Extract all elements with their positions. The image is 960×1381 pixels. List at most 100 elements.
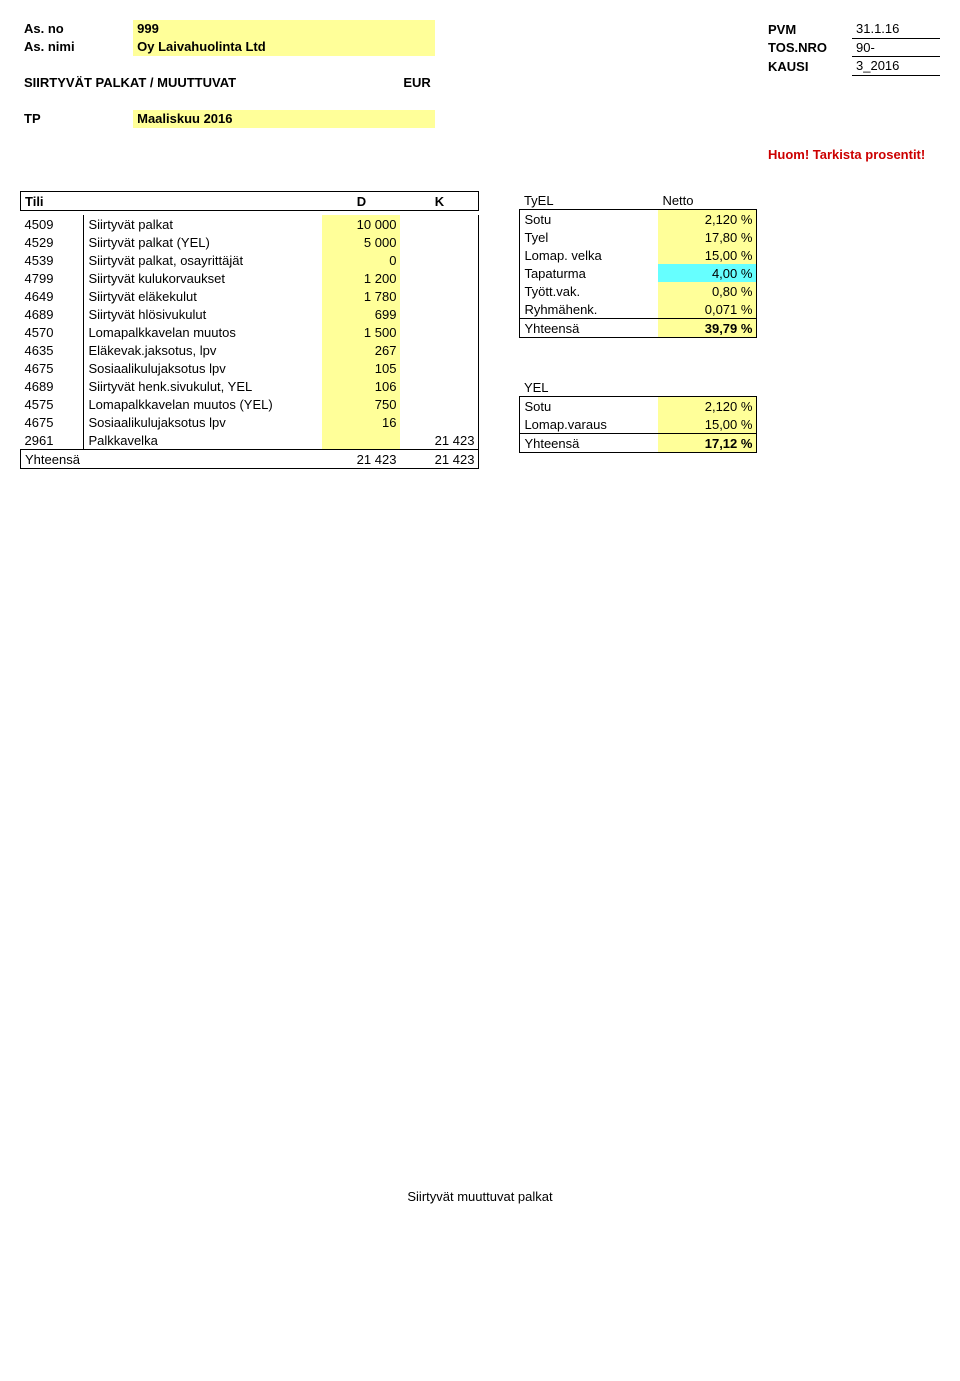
acct-cell: 4529: [21, 233, 84, 251]
d-cell: 699: [322, 305, 400, 323]
k-cell: [400, 251, 479, 269]
desc-cell: Siirtyvät palkat: [84, 215, 323, 233]
desc-cell: Sosiaalikulujaksotus lpv: [84, 359, 323, 377]
d-cell: 0: [322, 251, 400, 269]
k-cell: [400, 287, 479, 305]
table-row: 4539Siirtyvät palkat, osayrittäjät0: [21, 251, 479, 269]
tosnro-label: TOS.NRO: [764, 38, 852, 57]
k-cell: 21 423: [400, 431, 479, 450]
desc-cell: Lomapalkkavelan muutos: [84, 323, 323, 341]
tili-total-blank: [84, 450, 323, 469]
desc-cell: Siirtyvät kulukorvaukset: [84, 269, 323, 287]
desc-cell: Siirtyvät eläkekulut: [84, 287, 323, 305]
kausi-value: 3_2016: [852, 57, 940, 76]
kv-val-cell: 0,071 %: [658, 300, 757, 319]
table-row: 2961Palkkavelka 21 423: [21, 431, 479, 450]
d-cell: 750: [322, 395, 400, 413]
kv-label-cell: Sotu: [520, 397, 659, 416]
tp-value: Maaliskuu 2016: [133, 110, 435, 128]
yel-title-blank: [658, 378, 757, 397]
k-cell: [400, 215, 479, 233]
d-cell: [322, 431, 400, 450]
tili-blank: [84, 192, 323, 211]
tili-total-k: 21 423: [400, 450, 479, 469]
table-row: Tyel17,80 %: [520, 228, 757, 246]
tili-table: Tili D K 4509Siirtyvät palkat10 0004529S…: [20, 191, 479, 469]
table-row: 4675Sosiaalikulujaksotus lpv16: [21, 413, 479, 431]
kv-label-cell: Tyel: [520, 228, 659, 246]
d-cell: 10 000: [322, 215, 400, 233]
kv-val-cell: 15,00 %: [658, 246, 757, 264]
kv-label-cell: Lomap. velka: [520, 246, 659, 264]
acct-cell: 4799: [21, 269, 84, 287]
table-row: 4575Lomapalkkavelan muutos (YEL)750: [21, 395, 479, 413]
desc-cell: Siirtyvät palkat, osayrittäjät: [84, 251, 323, 269]
kv-label-cell: Tyött.vak.: [520, 282, 659, 300]
tosnro-value: 90-: [852, 38, 940, 57]
d-cell: 105: [322, 359, 400, 377]
acct-cell: 4649: [21, 287, 84, 305]
table-row: Tyött.vak.0,80 %: [520, 282, 757, 300]
kv-label-cell: Ryhmähenk.: [520, 300, 659, 319]
table-row: 4689Siirtyvät henk.sivukulut, YEL106: [21, 377, 479, 395]
d-cell: 1 200: [322, 269, 400, 287]
kv-val-cell: 4,00 %: [658, 264, 757, 282]
tp-label: TP: [20, 110, 133, 128]
table-row: 4649Siirtyvät eläkekulut1 780: [21, 287, 479, 305]
asnimi-value: Oy Laivahuolinta Ltd: [133, 38, 435, 56]
tyel-title-right: Netto: [658, 191, 757, 210]
asnimi-label: As. nimi: [20, 38, 133, 56]
table-row: 4529Siirtyvät palkat (YEL)5 000: [21, 233, 479, 251]
footer-text: Siirtyvät muuttuvat palkat: [20, 1189, 940, 1204]
acct-cell: 4539: [21, 251, 84, 269]
d-cell: 106: [322, 377, 400, 395]
pvm-value: 31.1.16: [852, 20, 940, 38]
pvm-label: PVM: [764, 20, 852, 38]
tili-title: Tili: [21, 192, 84, 211]
tili-wrapper: Tili D K 4509Siirtyvät palkat10 0004529S…: [20, 191, 479, 469]
desc-cell: Eläkevak.jaksotus, lpv: [84, 341, 323, 359]
desc-cell: Lomapalkkavelan muutos (YEL): [84, 395, 323, 413]
tyel-table: TyEL Netto Sotu2,120 %Tyel17,80 %Lomap. …: [519, 191, 757, 338]
kv-val-cell: 2,120 %: [658, 397, 757, 416]
table-row: Tapaturma4,00 %: [520, 264, 757, 282]
k-cell: [400, 305, 479, 323]
asno-value: 999: [133, 20, 435, 38]
desc-cell: Siirtyvät palkat (YEL): [84, 233, 323, 251]
k-cell: [400, 341, 479, 359]
k-cell: [400, 269, 479, 287]
k-cell: [400, 377, 479, 395]
desc-cell: Palkkavelka: [84, 431, 323, 450]
table-row: 4570Lomapalkkavelan muutos1 500: [21, 323, 479, 341]
asno-label: As. no: [20, 20, 133, 38]
acct-cell: 2961: [21, 431, 84, 450]
k-cell: [400, 413, 479, 431]
kv-val-cell: 17,80 %: [658, 228, 757, 246]
header: As. no 999 As. nimi Oy Laivahuolinta Ltd…: [20, 20, 940, 163]
tyel-total-val: 39,79 %: [658, 319, 757, 338]
section-title: SIIRTYVÄT PALKAT / MUUTTUVAT: [24, 75, 236, 90]
currency: EUR: [403, 75, 430, 90]
yel-title: YEL: [520, 378, 659, 397]
k-cell: [400, 395, 479, 413]
desc-cell: Siirtyvät henk.sivukulut, YEL: [84, 377, 323, 395]
kv-label-cell: Lomap.varaus: [520, 415, 659, 434]
table-row: Sotu2,120 %: [520, 210, 757, 229]
yel-total-val: 17,12 %: [658, 434, 757, 453]
tili-col-k: K: [400, 192, 479, 211]
yel-total-label: Yhteensä: [520, 434, 659, 453]
kausi-label: KAUSI: [764, 57, 852, 76]
acct-cell: 4575: [21, 395, 84, 413]
table-row: 4509Siirtyvät palkat10 000: [21, 215, 479, 233]
tili-total-label: Yhteensä: [21, 450, 84, 469]
d-cell: 1 500: [322, 323, 400, 341]
table-row: 4799Siirtyvät kulukorvaukset1 200: [21, 269, 479, 287]
acct-cell: 4675: [21, 413, 84, 431]
header-right-table: PVM 31.1.16 TOS.NRO 90- KAUSI 3_2016 Huo…: [764, 20, 940, 163]
acct-cell: 4570: [21, 323, 84, 341]
kv-val-cell: 15,00 %: [658, 415, 757, 434]
kv-val-cell: 2,120 %: [658, 210, 757, 229]
desc-cell: Siirtyvät hlösivukulut: [84, 305, 323, 323]
acct-cell: 4635: [21, 341, 84, 359]
yel-table: YEL Sotu2,120 %Lomap.varaus15,00 % Yhtee…: [519, 378, 757, 453]
